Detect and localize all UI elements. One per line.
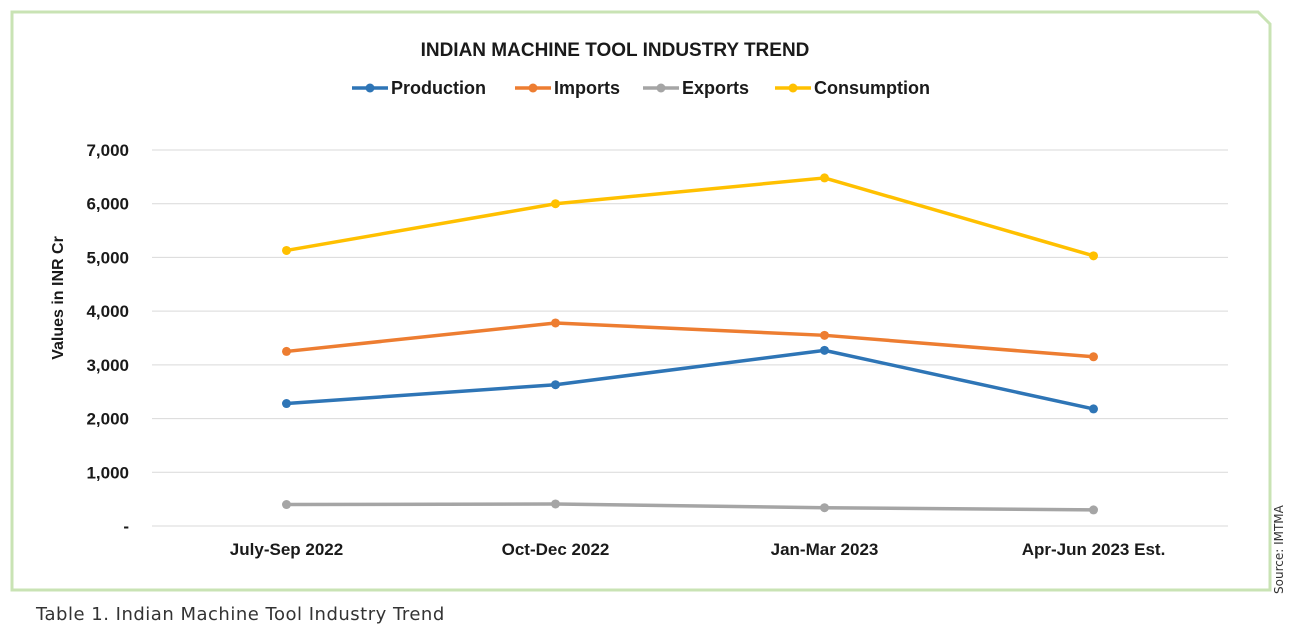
data-point-production [820,345,829,355]
data-point-production [282,399,291,409]
legend: Production Imports Exports Consumption [352,78,930,98]
legend-label-exports: Exports [682,78,749,98]
data-point-imports [1089,352,1098,362]
legend-label-production: Production [391,78,486,98]
series-line-consumption [286,176,1094,258]
data-point-production [1089,404,1098,414]
x-tick-label: Jan-Mar 2023 [771,540,879,559]
data-point-production [551,380,560,390]
data-point-imports [282,346,291,356]
y-tick-label: - [123,517,129,536]
figure-caption: Table 1. Indian Machine Tool Industry Tr… [36,604,445,625]
y-tick-label: 5,000 [86,248,129,267]
legend-marker-exports [656,83,666,93]
y-tick-label: 2,000 [86,410,129,429]
y-tick-label: 6,000 [86,195,129,214]
x-axis-ticks: July-Sep 2022 Oct-Dec 2022 Jan-Mar 2023 Apr… [230,540,1166,559]
data-point-imports [551,318,560,328]
data-point-exports [551,499,560,509]
data-point-exports [282,500,291,510]
x-tick-label: Oct-Dec 2022 [502,540,610,559]
y-tick-label: 3,000 [86,356,129,375]
legend-label-imports: Imports [554,78,620,98]
data-point-imports [820,330,829,340]
legend-label-consumption: Consumption [814,78,930,98]
y-axis-label: Values in INR Cr [50,236,67,360]
x-tick-label: Apr-Jun 2023 Est. [1022,540,1166,559]
gridlines [152,149,1228,527]
series-line-exports [286,502,1094,512]
y-axis-ticks: - 1,000 2,000 3,000 4,000 5,000 6,000 7,000 [86,141,129,536]
legend-marker-production [365,83,375,93]
chart-title: INDIAN MACHINE TOOL INDUSTRY TREND [421,40,810,61]
data-point-consumption [282,245,291,255]
data-point-consumption [1089,251,1098,261]
data-point-exports [820,503,829,513]
legend-marker-imports [528,83,538,93]
series-lines [282,173,1098,515]
data-point-exports [1089,505,1098,515]
legend-marker-consumption [788,83,798,93]
data-point-consumption [820,173,829,183]
series-line-imports [286,321,1094,359]
y-tick-label: 1,000 [86,463,129,482]
series-line-production [286,348,1094,411]
data-point-consumption [551,199,560,209]
y-tick-label: 4,000 [86,302,129,321]
x-tick-label: July-Sep 2022 [230,540,343,559]
y-tick-label: 7,000 [86,141,129,160]
source-note: Source: IMTMA [1272,505,1286,594]
